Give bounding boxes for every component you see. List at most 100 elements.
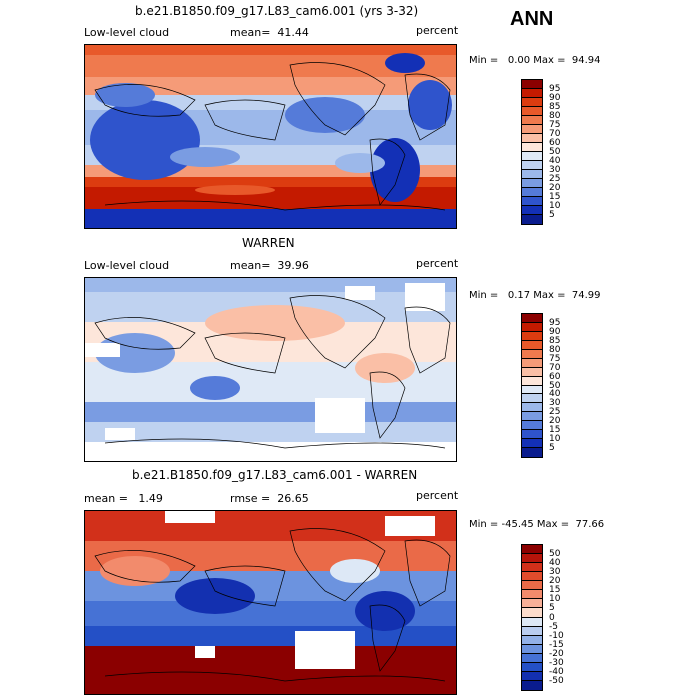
colorbar-tick-label: 40 xyxy=(549,389,561,400)
colorbar-tick-label: 15 xyxy=(549,585,561,596)
colorbar-tick-label: 90 xyxy=(549,93,561,103)
colorbar-tick-label: 60 xyxy=(549,371,561,382)
colorbar-tick-label: -20 xyxy=(549,648,564,659)
season-label: ANN xyxy=(510,8,554,30)
colorbar-swatch xyxy=(522,322,542,332)
colorbar-swatch xyxy=(522,412,542,422)
colorbar-swatch xyxy=(522,572,542,582)
colorbar-tick-label: -40 xyxy=(549,666,564,677)
colorbar-swatch xyxy=(522,662,542,672)
colorbar-swatch xyxy=(522,188,542,197)
colorbar-tick-label: 15 xyxy=(549,425,561,436)
colorbar-tick-label: 10 xyxy=(549,434,561,445)
panel-3-colorbar xyxy=(521,544,543,691)
colorbar-swatch xyxy=(522,349,542,359)
panel-3-title: b.e21.B1850.f09_g17.L83_cam6.001 - WARRE… xyxy=(132,468,418,482)
colorbar-swatch xyxy=(522,430,542,440)
colorbar-tick-label: -15 xyxy=(549,639,564,650)
colorbar-tick-label: -5 xyxy=(549,621,558,632)
colorbar-swatch xyxy=(522,376,542,386)
colorbar-swatch xyxy=(522,206,542,215)
colorbar-swatch xyxy=(522,107,542,116)
colorbar-swatch xyxy=(522,314,542,323)
colorbar-swatch xyxy=(522,331,542,341)
colorbar-tick-label: 30 xyxy=(549,567,561,578)
colorbar-tick-label: 70 xyxy=(549,129,561,139)
colorbar-swatch xyxy=(522,161,542,170)
panel-1-title: b.e21.B1850.f09_g17.L83_cam6.001 (yrs 3-… xyxy=(135,4,419,18)
colorbar-swatch xyxy=(522,563,542,573)
colorbar-swatch xyxy=(522,125,542,134)
panel-1-units: percent xyxy=(416,24,459,37)
colorbar-tick-label: 50 xyxy=(549,380,561,391)
colorbar-swatch xyxy=(522,545,542,555)
colorbar-swatch xyxy=(522,626,542,636)
colorbar-tick-label: 10 xyxy=(549,201,561,211)
colorbar-swatch xyxy=(522,590,542,600)
colorbar-swatch xyxy=(522,421,542,431)
colorbar-tick-label: 60 xyxy=(549,138,561,148)
colorbar-tick-label: 20 xyxy=(549,183,561,193)
colorbar-swatch xyxy=(522,143,542,152)
colorbar-tick-label: -10 xyxy=(549,630,564,641)
colorbar-tick-label: -50 xyxy=(549,675,564,686)
colorbar-tick-label: 15 xyxy=(549,192,561,202)
colorbar-swatch xyxy=(522,394,542,404)
colorbar-tick-label: 90 xyxy=(549,326,561,337)
colorbar-tick-label: 5 xyxy=(549,210,555,220)
panel-1-map-field xyxy=(85,45,456,228)
colorbar-swatch xyxy=(522,680,542,690)
panel-2-colorbar xyxy=(521,313,543,458)
colorbar-tick-label: 95 xyxy=(549,84,561,94)
colorbar-tick-label: 30 xyxy=(549,398,561,409)
colorbar-tick-label: 25 xyxy=(549,174,561,184)
colorbar-swatch xyxy=(522,197,542,206)
colorbar-tick-label: 20 xyxy=(549,576,561,587)
colorbar-swatch xyxy=(522,403,542,413)
colorbar-tick-label: 30 xyxy=(549,165,561,175)
panel-2-min-max: Min = 0.17 Max = 74.99 xyxy=(469,290,601,301)
panel-3-map xyxy=(84,510,457,695)
colorbar-tick-label: 95 xyxy=(549,317,561,328)
panel-2-map xyxy=(84,277,457,462)
colorbar-swatch xyxy=(522,653,542,663)
panel-3-rmse: rmse = 26.65 xyxy=(230,492,309,505)
colorbar-swatch xyxy=(522,448,542,457)
colorbar-swatch xyxy=(522,671,542,681)
colorbar-tick-label: 5 xyxy=(549,443,555,454)
colorbar-swatch xyxy=(522,170,542,179)
colorbar-swatch xyxy=(522,608,542,618)
colorbar-swatch xyxy=(522,152,542,161)
panel-1-map xyxy=(84,44,457,229)
colorbar-tick-label: 0 xyxy=(549,612,555,623)
colorbar-tick-label: 75 xyxy=(549,120,561,130)
panel-2-title: WARREN xyxy=(242,236,295,250)
colorbar-tick-label: 75 xyxy=(549,353,561,364)
panel-2-variable-label: Low-level cloud xyxy=(84,259,170,272)
colorbar-tick-label: 80 xyxy=(549,111,561,121)
colorbar-tick-label: 70 xyxy=(549,362,561,373)
colorbar-swatch xyxy=(522,134,542,143)
colorbar-tick-label: 50 xyxy=(549,549,561,560)
panel-2-units: percent xyxy=(416,257,459,270)
panel-3-mean: mean = 1.49 xyxy=(84,492,163,505)
colorbar-swatch xyxy=(522,581,542,591)
panel-3-units: percent xyxy=(416,489,459,502)
colorbar-swatch xyxy=(522,367,542,377)
panel-1-min-max: Min = 0.00 Max = 94.94 xyxy=(469,55,601,66)
colorbar-tick-label: 25 xyxy=(549,407,561,418)
colorbar-swatch xyxy=(522,179,542,188)
panel-1-variable-label: Low-level cloud xyxy=(84,26,170,39)
panel-1-mean: mean= 41.44 xyxy=(230,26,309,39)
colorbar-swatch xyxy=(522,340,542,350)
colorbar-tick-label: 40 xyxy=(549,558,561,569)
colorbar-swatch xyxy=(522,358,542,368)
colorbar-swatch xyxy=(522,89,542,98)
colorbar-tick-label: 5 xyxy=(549,603,555,614)
colorbar-swatch xyxy=(522,98,542,107)
panel-3-map-field xyxy=(85,511,456,694)
panel-1-colorbar xyxy=(521,79,543,225)
colorbar-tick-label: 50 xyxy=(549,147,561,157)
colorbar-swatch xyxy=(522,116,542,125)
colorbar-swatch xyxy=(522,554,542,564)
